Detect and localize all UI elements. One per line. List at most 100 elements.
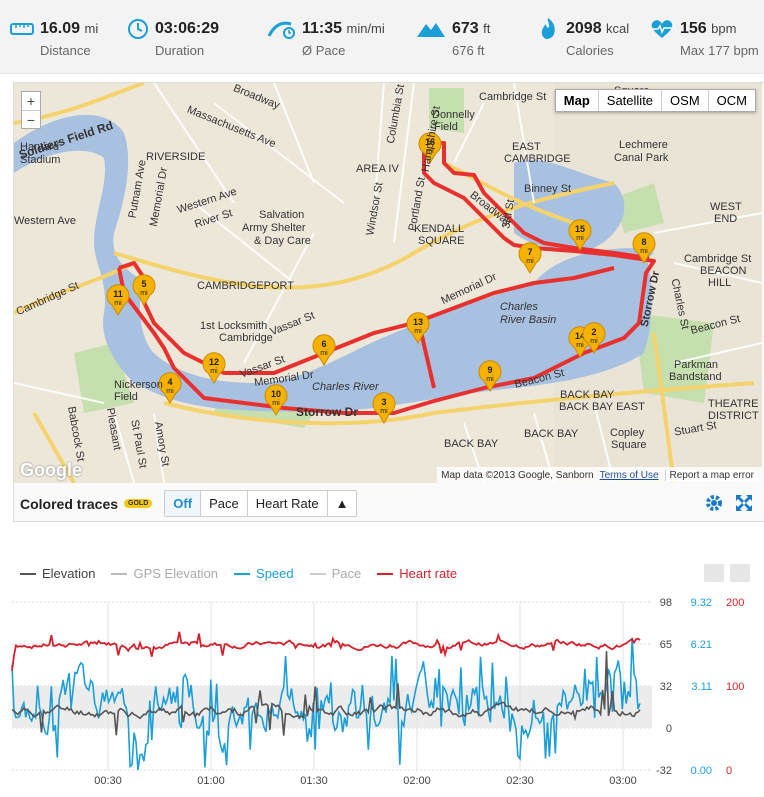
map-type-satellite[interactable]: Satellite	[597, 90, 661, 111]
map-label: BACK BAY	[560, 389, 615, 401]
x-tick: 01:30	[300, 775, 328, 787]
mile-marker-number: 15	[575, 224, 585, 234]
legend-swatch	[111, 572, 128, 575]
download-icon[interactable]	[730, 564, 750, 582]
mile-marker-unit: mi	[114, 300, 122, 307]
mile-marker-unit: mi	[590, 338, 598, 345]
mile-marker-number: 13	[413, 317, 423, 327]
legend-elevation[interactable]: Elevation	[20, 566, 95, 581]
legend-gps-elevation[interactable]: GPS Elevation	[111, 566, 218, 581]
map-attribution: Map data ©2013 Google, Sanborn Terms of …	[437, 467, 762, 483]
map-label: Storrow Dr	[296, 405, 359, 419]
mile-marker-number: 3	[381, 397, 386, 407]
map-type-ocm[interactable]: OCM	[707, 90, 755, 111]
terms-link[interactable]: Terms of Use	[599, 469, 659, 481]
x-tick: 01:00	[197, 775, 225, 787]
elevation-tick: 98	[660, 597, 672, 609]
map-label: RIVERSIDE	[146, 151, 206, 163]
hr-tick: 100	[726, 681, 744, 693]
map-label: END	[714, 213, 738, 225]
map-label: Stadium	[20, 154, 61, 166]
mile-marker-unit: mi	[426, 148, 434, 155]
map-canvas[interactable]: 16 mi 7 mi 15 mi 8 mi 5 mi 11 mi 13 mi 6 mi 14 mi 2 mi 12 mi 4…	[14, 83, 762, 483]
map-label: Army Shelter	[242, 222, 306, 234]
elevation-tick: 0	[666, 723, 672, 735]
mile-marker[interactable]: 4mi	[158, 372, 182, 404]
map-label: Canal Park	[614, 152, 669, 164]
traces-off-button[interactable]: Off	[165, 491, 201, 516]
legend-label: GPS Elevation	[133, 566, 219, 581]
mile-marker-unit: mi	[576, 342, 584, 349]
flame-icon	[541, 18, 555, 39]
mile-marker[interactable]: 6mi	[312, 334, 336, 366]
mile-marker[interactable]: 9mi	[478, 360, 502, 392]
map-label: BACK BAY	[444, 438, 499, 450]
google-logo[interactable]: Google	[20, 460, 82, 480]
colored-traces-label: Colored traces	[20, 495, 119, 512]
x-tick: 03:00	[609, 775, 637, 787]
chart-legend: Elevation GPS Elevation Speed Pace Heart…	[20, 566, 457, 581]
legend-swatch	[20, 572, 36, 575]
mile-marker[interactable]: 7mi	[518, 242, 542, 274]
heart-rate-series	[11, 631, 641, 671]
map-label: 1st Locksmith	[200, 320, 268, 332]
activity-chart: 98 65 32 0 -32 9.32 6.21 3.11 0.00 200 100 0 00:30 01…	[11, 597, 744, 787]
traces-collapse-button[interactable]: ▲	[326, 491, 357, 516]
map-label: Donnelly	[432, 109, 475, 121]
legend-speed[interactable]: Speed	[234, 566, 294, 581]
ruler-icon	[10, 23, 34, 35]
map-type-map[interactable]: Map	[563, 93, 590, 108]
mile-marker-unit: mi	[640, 248, 648, 255]
mile-marker-number: 9	[487, 365, 492, 375]
mile-marker-number: 4	[167, 377, 172, 387]
elevation-tick: 32	[660, 681, 672, 693]
map-label: Parkman	[674, 359, 719, 371]
map-label: Western Ave	[14, 215, 76, 227]
mile-marker-unit: mi	[210, 368, 218, 375]
map-label: CAMBRIDGE	[504, 153, 571, 165]
legend-heart-rate[interactable]: Heart rate	[377, 566, 457, 581]
map-label: Harvard	[20, 141, 60, 153]
map-type-osm[interactable]: OSM	[661, 90, 708, 111]
mile-marker[interactable]: 2mi	[582, 322, 606, 354]
legend-swatch	[234, 572, 251, 575]
mile-marker-number: 7	[527, 247, 532, 257]
mile-marker[interactable]: 8mi	[632, 232, 656, 264]
mile-marker[interactable]: 3mi	[372, 392, 396, 424]
map-label: Bandstand	[669, 371, 722, 383]
map-label: EAST	[512, 141, 541, 153]
gold-badge: GOLD	[124, 499, 153, 508]
print-icon[interactable]	[704, 564, 724, 582]
zoom-out-button[interactable]: −	[22, 110, 40, 128]
fullscreen-icon[interactable]	[734, 493, 754, 513]
map-label: AREA IV	[356, 163, 399, 175]
zoom-control: + −	[21, 91, 41, 129]
speed-series	[11, 637, 641, 771]
report-error-link[interactable]: Report a map error	[664, 469, 758, 481]
map-label: DISTRICT	[708, 410, 759, 422]
mile-marker-number: 2	[591, 327, 596, 337]
mile-marker-unit: mi	[486, 376, 494, 383]
elevation-tick: -32	[656, 765, 672, 777]
settings-gear-icon[interactable]	[704, 493, 724, 513]
map-label: Square	[611, 439, 647, 451]
speed-tick: 0.00	[691, 765, 712, 777]
traces-pace-button[interactable]: Pace	[200, 491, 247, 516]
attribution-text: Map data ©2013 Google, Sanborn	[441, 469, 594, 481]
map-label: Binney St	[524, 183, 572, 195]
mile-marker[interactable]: 5mi	[132, 274, 156, 306]
map-label: BACK BAY EAST	[559, 401, 645, 413]
map-label: Cambridge St	[684, 253, 752, 265]
traces-heart-rate-button[interactable]: Heart Rate	[246, 491, 327, 516]
legend-pace[interactable]: Pace	[309, 566, 361, 581]
map-label: KENDALL	[414, 223, 465, 235]
mile-marker-number: 16	[425, 137, 435, 147]
zoom-in-button[interactable]: +	[26, 93, 36, 109]
